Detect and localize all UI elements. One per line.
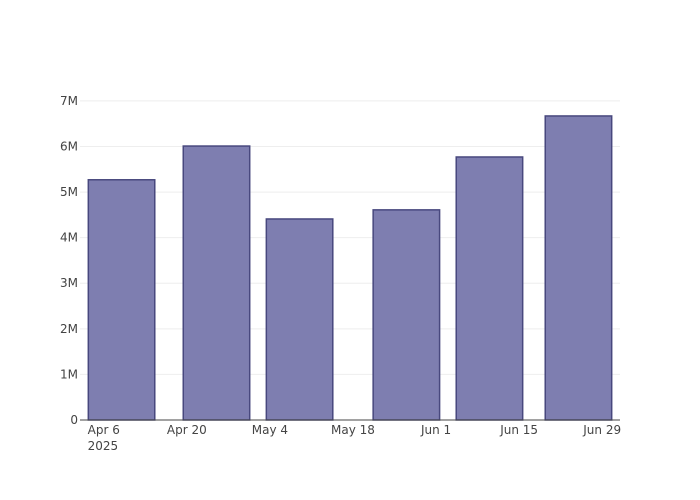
x-tick-label: Apr 20 <box>167 423 207 437</box>
y-tick-label: 4M <box>60 231 78 245</box>
y-tick-label: 7M <box>60 94 78 108</box>
x-tick-label: Jun 29 <box>582 423 621 437</box>
bar <box>372 209 441 421</box>
bar <box>544 115 613 421</box>
bar <box>455 156 524 421</box>
bar <box>87 179 156 421</box>
x-tick-label: Jun 15 <box>499 423 538 437</box>
y-tick-label: 3M <box>60 276 78 290</box>
x-tick-label: May 18 <box>331 423 375 437</box>
x-tick-label-line: 2025 <box>88 439 119 453</box>
bar-layer <box>87 115 613 421</box>
y-tick-label: 5M <box>60 185 78 199</box>
x-tick-label: Apr 6 2025 <box>88 423 120 453</box>
grid-layer <box>80 100 620 421</box>
x-tick-label-line: Apr 6 <box>88 423 120 437</box>
axis-layer: 0 1M 2M 3M 4M 5M 6M 7M Apr 6 2025 Apr 20 May 4 May 1… <box>60 94 621 453</box>
y-tick-label: 6M <box>60 139 78 153</box>
x-tick-label: May 4 <box>252 423 288 437</box>
y-tick-label: 2M <box>60 322 78 336</box>
x-tick-label: Jun 1 <box>420 423 451 437</box>
bar <box>265 218 334 421</box>
y-tick-label: 0 <box>70 413 78 427</box>
y-tick-label: 1M <box>60 367 78 381</box>
bar <box>182 145 251 421</box>
